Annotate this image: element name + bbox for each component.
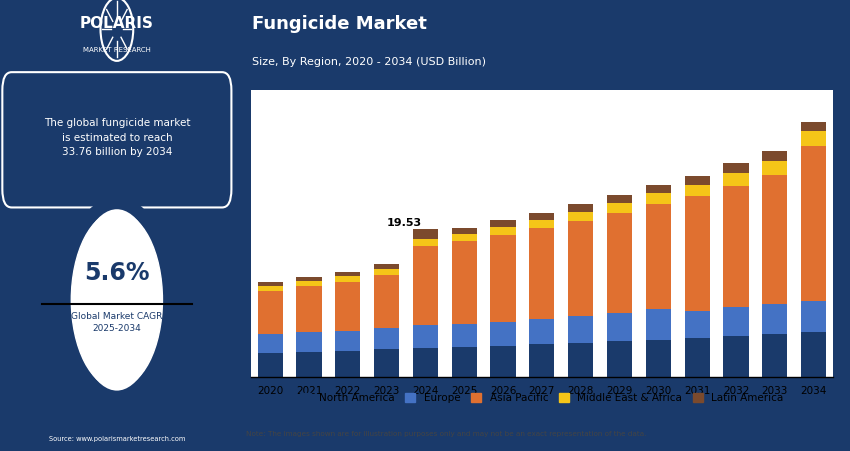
FancyBboxPatch shape	[3, 72, 231, 207]
Bar	[335, 272, 360, 276]
Bar	[258, 286, 283, 290]
Bar	[684, 311, 710, 338]
Bar	[258, 282, 283, 286]
Bar	[801, 332, 826, 377]
Bar	[490, 346, 516, 377]
Bar	[568, 221, 593, 316]
Bar	[568, 316, 593, 343]
Bar	[413, 348, 438, 377]
Bar	[762, 304, 787, 334]
Bar	[258, 290, 283, 334]
Bar	[646, 204, 671, 309]
Bar	[374, 275, 400, 327]
Text: 5.6%: 5.6%	[84, 261, 150, 285]
Bar	[374, 327, 400, 350]
Bar	[684, 185, 710, 196]
Bar	[258, 353, 283, 377]
Bar	[801, 131, 826, 146]
Bar	[530, 213, 554, 220]
Bar	[451, 228, 477, 234]
Circle shape	[71, 212, 162, 388]
Bar	[413, 325, 438, 348]
Bar	[568, 212, 593, 221]
Bar	[762, 151, 787, 161]
Bar	[684, 196, 710, 311]
Bar	[568, 204, 593, 212]
Bar	[335, 331, 360, 351]
Bar	[451, 234, 477, 241]
Bar	[490, 220, 516, 227]
Bar	[530, 318, 554, 344]
Text: Note: The images shown are for illustration purposes only and may not be an exac: Note: The images shown are for illustrat…	[246, 431, 647, 437]
Bar	[723, 336, 749, 377]
Bar	[607, 195, 632, 202]
Legend: North America, Europe, Asia Pacific, Middle East & Africa, Latin America: North America, Europe, Asia Pacific, Mid…	[296, 389, 788, 407]
Bar	[297, 332, 321, 352]
Bar	[297, 286, 321, 332]
Bar	[374, 269, 400, 275]
Circle shape	[66, 203, 167, 397]
Bar	[646, 193, 671, 204]
Bar	[646, 309, 671, 340]
Bar	[762, 161, 787, 175]
Bar	[607, 202, 632, 212]
Bar	[258, 334, 283, 353]
Bar	[723, 163, 749, 173]
Bar	[374, 264, 400, 269]
Bar	[413, 239, 438, 246]
Bar	[801, 122, 826, 131]
Bar	[684, 175, 710, 185]
Bar	[646, 185, 671, 193]
Text: 19.53: 19.53	[387, 218, 422, 228]
Bar	[762, 334, 787, 377]
Bar	[297, 352, 321, 377]
Bar	[530, 220, 554, 228]
Bar	[607, 212, 632, 313]
Bar	[568, 343, 593, 377]
Bar	[451, 241, 477, 324]
Bar	[607, 313, 632, 341]
Bar	[607, 341, 632, 377]
Bar	[335, 282, 360, 331]
Bar	[762, 175, 787, 304]
Bar	[530, 344, 554, 377]
Bar	[490, 235, 516, 322]
Bar	[723, 307, 749, 336]
Bar	[801, 300, 826, 332]
Bar	[646, 340, 671, 377]
Bar	[335, 276, 360, 282]
Bar	[684, 338, 710, 377]
Bar	[530, 228, 554, 318]
Bar	[297, 277, 321, 281]
Bar	[490, 322, 516, 346]
Bar	[451, 347, 477, 377]
Text: Global Market CAGR
2025-2034: Global Market CAGR 2025-2034	[71, 312, 162, 333]
Text: POLARIS: POLARIS	[80, 16, 154, 31]
Bar	[297, 281, 321, 286]
Bar	[723, 173, 749, 186]
Text: Source: www.polarismarketresearch.com: Source: www.polarismarketresearch.com	[48, 436, 185, 442]
Text: The global fungicide market
is estimated to reach
33.76 billion by 2034: The global fungicide market is estimated…	[43, 118, 190, 157]
Bar	[801, 146, 826, 300]
Text: Size, By Region, 2020 - 2034 (USD Billion): Size, By Region, 2020 - 2034 (USD Billio…	[252, 57, 486, 67]
Bar	[490, 227, 516, 235]
Bar	[723, 186, 749, 307]
Bar	[335, 351, 360, 377]
Bar	[451, 324, 477, 347]
Bar	[374, 350, 400, 377]
Bar	[413, 229, 438, 239]
Text: MARKET RESEARCH: MARKET RESEARCH	[83, 47, 150, 53]
Text: Fungicide Market: Fungicide Market	[252, 14, 427, 32]
Bar	[413, 246, 438, 325]
